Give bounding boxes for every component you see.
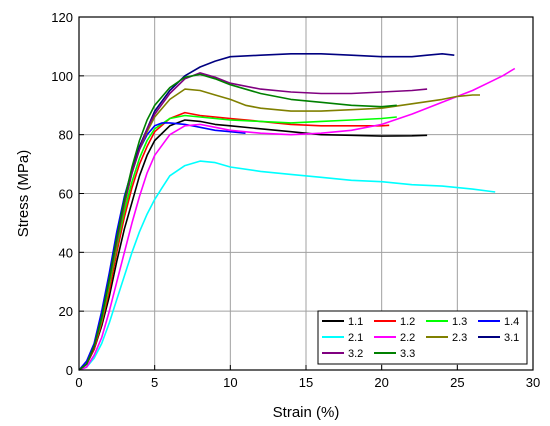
y-tick-label: 100: [51, 69, 73, 84]
y-tick-label: 20: [59, 304, 73, 319]
legend-label: 2.2: [400, 332, 415, 344]
legend-label: 3.2: [348, 348, 363, 360]
y-tick-label: 80: [59, 128, 73, 143]
legend-label: 3.1: [504, 332, 519, 344]
legend-label: 1.4: [504, 316, 519, 328]
x-tick-label: 25: [450, 375, 464, 390]
y-tick-label: 60: [59, 187, 73, 202]
legend: 1.1 1.2 1.3 1.4 2.1 2.2 2.3 3.1 3.2 3.3: [317, 310, 528, 365]
legend-label: 2.1: [348, 332, 363, 344]
x-tick-label: 0: [75, 375, 82, 390]
x-tick-label: 10: [223, 375, 237, 390]
series-line-1-2: [78, 111, 390, 371]
series-lines: [78, 53, 516, 371]
legend-label: 1.2: [400, 316, 415, 328]
y-tick-label: 40: [59, 245, 73, 260]
y-tick-label: 0: [66, 363, 73, 378]
x-tick-label: 15: [299, 375, 313, 390]
series-line-3-3: [78, 73, 397, 371]
legend-label: 2.3: [452, 332, 467, 344]
x-tick-label: 30: [526, 375, 540, 390]
x-tick-label: 5: [151, 375, 158, 390]
legend-label: 1.1: [348, 316, 363, 328]
series-line-2-2: [78, 67, 516, 371]
axis-ticks: 0 5 10 15 20 25 30 0 20 40 60 80 100 120: [51, 10, 540, 390]
legend-label: 1.3: [452, 316, 467, 328]
legend-label: 3.3: [400, 348, 415, 360]
series-line-2-1: [78, 160, 496, 371]
series-line-1-1: [78, 119, 428, 371]
x-tick-label: 20: [374, 375, 388, 390]
x-axis-title: Strain (%): [273, 404, 340, 421]
series-line-1-4: [78, 122, 246, 371]
y-axis-title: Stress (MPa): [15, 150, 32, 238]
y-tick-label: 120: [51, 10, 73, 25]
